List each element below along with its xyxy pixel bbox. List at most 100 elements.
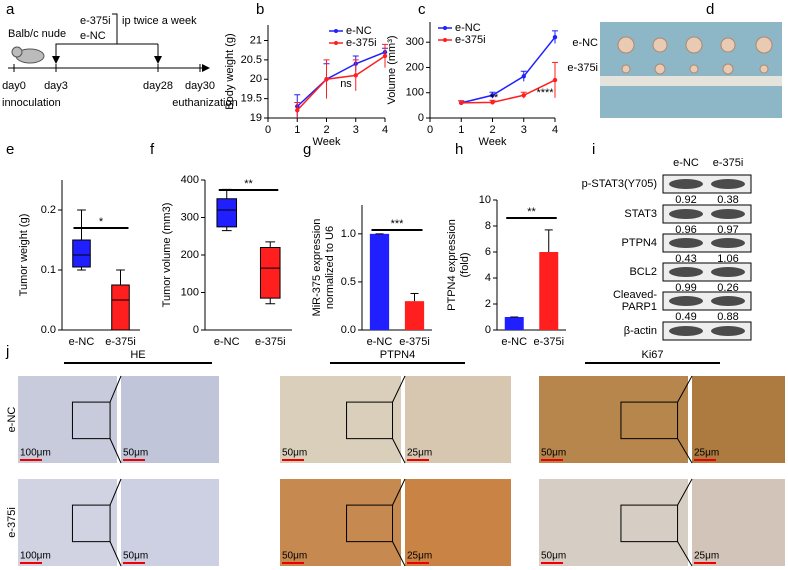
scale-bar-label: 50μm: [282, 551, 307, 562]
event-label: euthanization: [172, 97, 237, 109]
scale-bar-label: 50μm: [541, 448, 566, 459]
day-label: day28: [143, 80, 173, 92]
x-tick-label: 0: [265, 124, 271, 136]
x-tick-label: 1: [458, 124, 464, 136]
zoom-box: [346, 401, 394, 440]
tumor: [621, 64, 631, 74]
group-label: e-NC: [80, 30, 106, 42]
bar: [404, 301, 425, 330]
scale-bar-label: 100μm: [20, 448, 51, 459]
box: [259, 247, 281, 299]
legend-label: e-375i: [455, 34, 486, 46]
x-tick-label: e-NC: [214, 336, 240, 348]
blot-value: 1.06: [717, 253, 738, 265]
zoom-line: [392, 438, 406, 464]
scale-bar-label: 50μm: [282, 448, 307, 459]
box: [72, 239, 91, 268]
point: [521, 93, 526, 98]
x-tick-label: e-NC: [501, 336, 527, 348]
zoom-box: [620, 504, 679, 543]
zoom-line: [109, 478, 122, 506]
tumor: [685, 36, 703, 54]
panel-letter: j: [5, 343, 9, 360]
zoom-line: [677, 375, 693, 403]
blot-band: [711, 238, 745, 248]
annotation: **: [490, 92, 499, 104]
zoom-line: [677, 438, 693, 464]
zoom-box: [71, 504, 111, 543]
micrograph: [539, 479, 688, 566]
micrograph: [18, 479, 117, 566]
event-label: innoculation: [2, 97, 61, 109]
blot-band: [669, 209, 703, 219]
micrograph-zoom: [692, 376, 785, 463]
legend-label: e-NC: [455, 22, 481, 34]
y-tick-label: 400: [181, 174, 199, 186]
zoom-box: [346, 504, 394, 543]
zoom-box: [71, 401, 111, 440]
legend-marker: [443, 26, 447, 30]
blot-band: [711, 296, 745, 306]
y-tick-label: 300: [181, 211, 199, 223]
y-tick-label: 200: [181, 249, 199, 261]
blot-label: Cleaved-: [613, 289, 657, 301]
micrograph-zoom: [405, 376, 511, 463]
y-tick-label: 0: [485, 324, 491, 336]
mouse-head: [11, 46, 23, 58]
y-axis-label: Volume (mm³): [386, 35, 398, 104]
scale-bar-label: 25μm: [694, 448, 719, 459]
annotation: ns: [340, 78, 352, 90]
legend-marker: [334, 41, 338, 45]
micrograph-zoom: [121, 479, 219, 566]
stain-label: HE: [130, 349, 145, 361]
point: [382, 53, 388, 59]
x-tick-label: e-NC: [367, 336, 393, 348]
blot-column: e-375i: [713, 157, 744, 169]
y-tick-label: 300: [406, 36, 424, 48]
y-axis-label: MiR-375 expression: [311, 219, 323, 317]
series-line: [296, 55, 386, 111]
row-label: e-NC: [6, 407, 18, 433]
micrograph: [539, 376, 688, 463]
x-tick-label: e-375i: [399, 336, 430, 348]
legend-label: e-NC: [346, 25, 372, 37]
x-tick-label: 2: [323, 124, 329, 136]
blot-value: 0.49: [675, 311, 696, 323]
y-tick-label: 20.5: [241, 54, 262, 66]
day-label: day30: [185, 80, 215, 92]
blot-value: 0.43: [675, 253, 696, 265]
blot-value: 0.38: [717, 194, 738, 206]
annotation: *: [99, 216, 104, 228]
x-tick-label: 3: [521, 124, 527, 136]
y-axis-label: Tumor volume (mm3): [161, 203, 173, 308]
zoom-line: [392, 375, 406, 403]
x-tick-label: 2: [489, 124, 495, 136]
point: [324, 77, 329, 82]
zoom-line: [109, 541, 122, 567]
bracket: [112, 13, 118, 45]
panel-letter: a: [6, 1, 15, 18]
zoom-box: [620, 401, 679, 440]
blot-label: STAT3: [624, 208, 657, 220]
blot-value: 0.96: [675, 224, 696, 236]
y-tick-label: 0.0: [341, 324, 356, 336]
group-label: e-375i: [80, 15, 111, 27]
stain-label: Ki67: [641, 349, 663, 361]
y-tick-label: 19: [250, 112, 262, 124]
scale-bar-label: 50μm: [123, 551, 148, 562]
row-label: e-375i: [6, 507, 18, 538]
y-axis-label: Body weight (g): [224, 33, 236, 109]
panel-letter: i: [592, 141, 595, 158]
treatment-span: [55, 43, 158, 62]
blot-band: [669, 238, 703, 248]
zoom-line: [392, 541, 406, 567]
blot-band: [711, 326, 745, 336]
legend-label: e-375i: [346, 37, 377, 49]
x-tick-label: 4: [382, 124, 388, 136]
y-tick-label: 8: [485, 220, 491, 232]
zoom-line: [109, 438, 122, 464]
blot-band: [669, 179, 703, 189]
x-tick-label: e-NC: [69, 336, 95, 348]
x-tick-label: e-375i: [255, 336, 286, 348]
